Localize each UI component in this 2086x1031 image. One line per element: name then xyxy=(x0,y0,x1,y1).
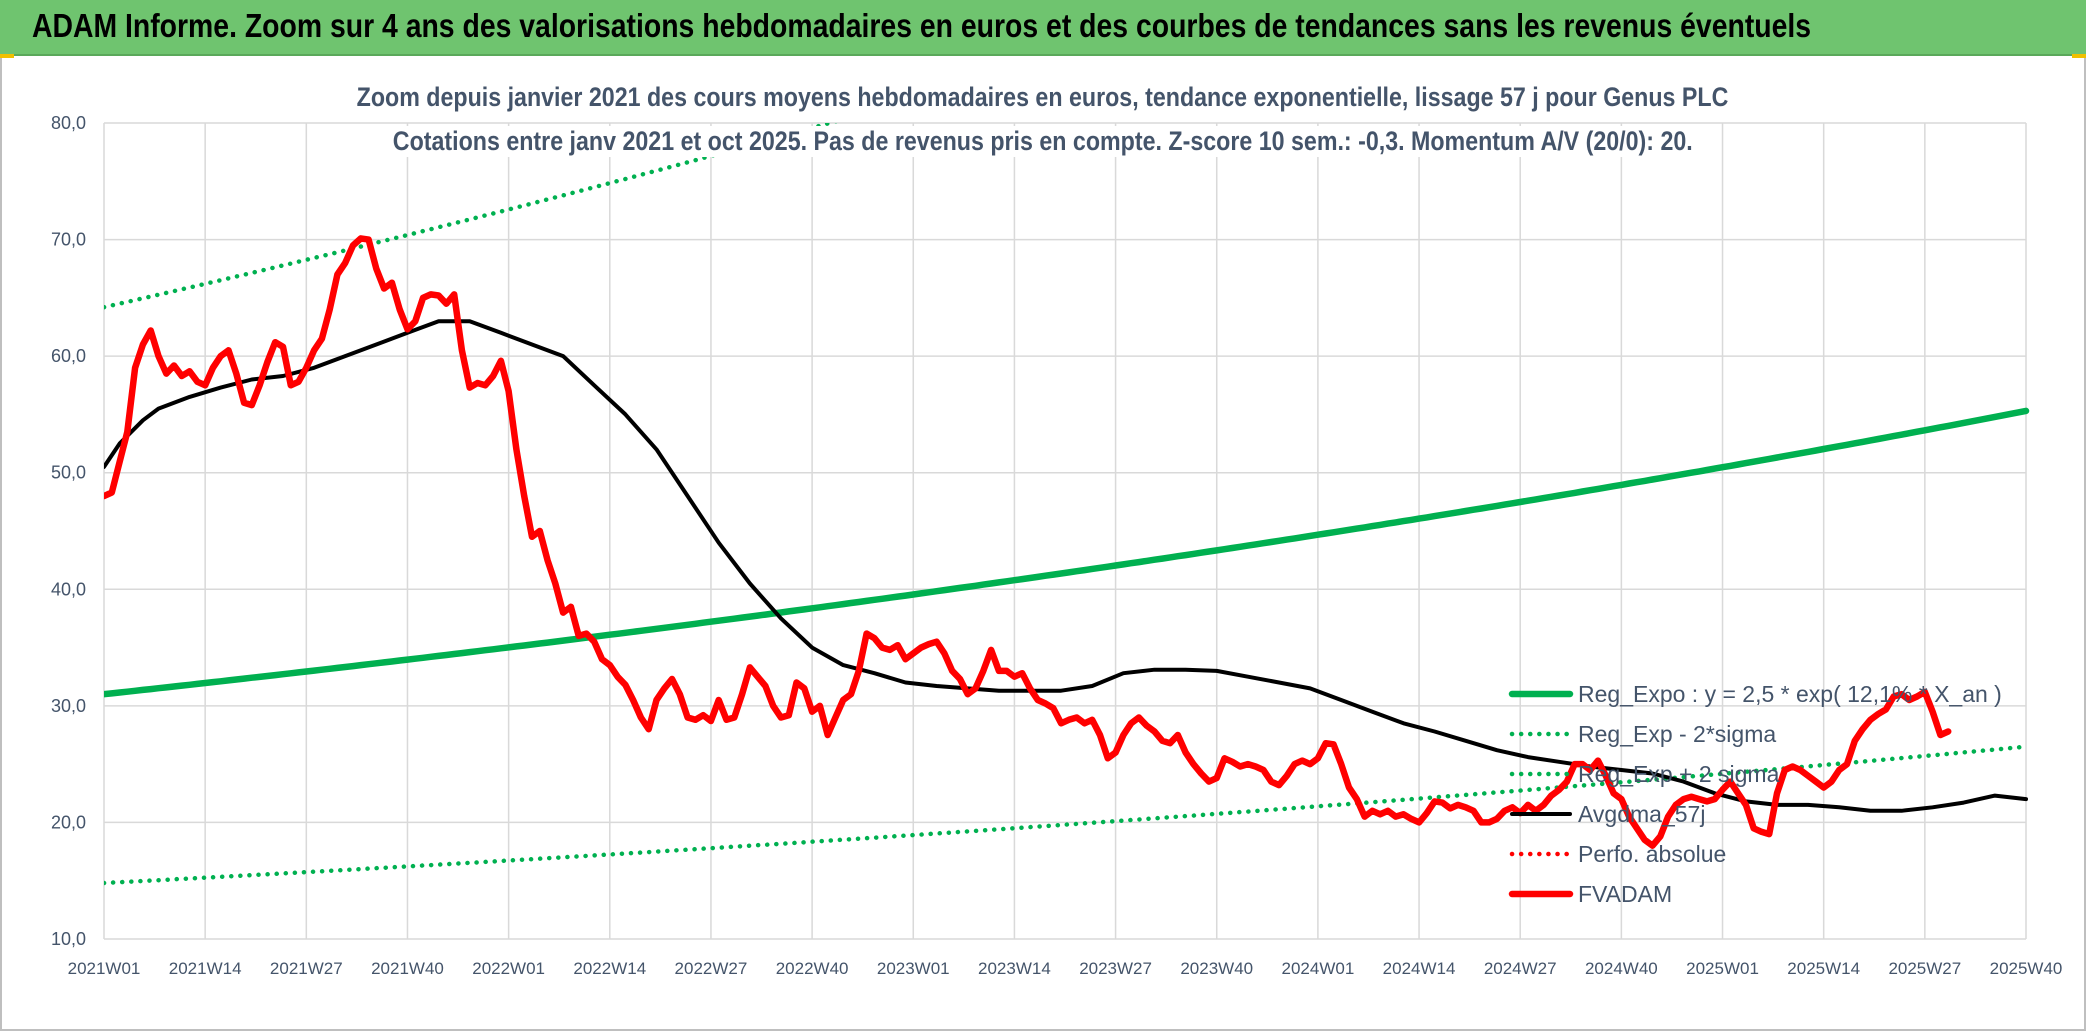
x-tick-label: 2021W01 xyxy=(68,959,141,978)
legend-label-fvadam: FVADAM xyxy=(1578,881,1672,907)
x-tick-label: 2022W14 xyxy=(573,959,646,978)
y-tick-label: 70,0 xyxy=(51,230,86,250)
legend-label-reg-expo: Reg_Expo : y = 2,5 * exp( 12,1% * X_an ) xyxy=(1578,681,2002,707)
banner-corner-left xyxy=(0,54,14,58)
report-banner: ADAM Informe. Zoom sur 4 ans des valoris… xyxy=(0,0,2086,56)
grid xyxy=(103,122,2027,940)
x-tick-label: 2022W40 xyxy=(776,959,849,978)
y-axis-tick-labels: 10,0 20,0 30,0 40,0 50,0 60,0 70,0 80,0 xyxy=(51,113,86,949)
x-tick-label: 2024W27 xyxy=(1484,959,1557,978)
y-tick-label: 30,0 xyxy=(51,696,86,716)
series-avgdma xyxy=(104,319,2028,813)
x-tick-label: 2023W40 xyxy=(1180,959,1253,978)
y-tick-label: 60,0 xyxy=(51,346,86,366)
y-tick-label: 50,0 xyxy=(51,463,86,483)
series-reg-expo xyxy=(104,407,2030,698)
x-tick-label: 2023W14 xyxy=(978,959,1051,978)
x-tick-label: 2023W01 xyxy=(877,959,950,978)
series-reg-exp-plus-2sigma xyxy=(104,123,838,310)
legend-label-avgdma: Avgdma_57j xyxy=(1578,801,1705,827)
x-tick-label: 2025W27 xyxy=(1888,959,1961,978)
x-tick-label: 2021W27 xyxy=(270,959,343,978)
x-axis-tick-labels: 2021W01 2021W14 2021W27 2021W40 2022W01 2022W… xyxy=(68,959,2063,978)
chart-subtitle: Cotations entre janv 2021 et oct 2025. P… xyxy=(0,126,2086,157)
x-tick-label: 2025W40 xyxy=(1990,959,2063,978)
y-tick-label: 10,0 xyxy=(51,929,86,949)
y-tick-label: 20,0 xyxy=(51,812,86,832)
legend-label-perfo-absolue: Perfo. absolue xyxy=(1578,841,1726,867)
y-tick-label: 40,0 xyxy=(51,579,86,599)
x-tick-label: 2021W14 xyxy=(169,959,242,978)
legend-label-reg-exp-plus-2sigma: Reg_Exp + 2 sigma xyxy=(1578,761,1780,787)
series-lines xyxy=(104,123,2030,886)
banner-corner-right xyxy=(2072,54,2086,58)
series-reg-exp-minus-2sigma xyxy=(104,744,2029,886)
x-tick-label: 2023W27 xyxy=(1079,959,1152,978)
x-tick-label: 2022W01 xyxy=(472,959,545,978)
series-fvadam xyxy=(104,235,1952,849)
x-tick-label: 2025W14 xyxy=(1787,959,1860,978)
chart-title: Zoom depuis janvier 2021 des cours moyen… xyxy=(0,82,2086,113)
legend: Reg_Expo : y = 2,5 * exp( 12,1% * X_an )… xyxy=(1508,681,2002,907)
x-tick-label: 2022W27 xyxy=(675,959,748,978)
legend-label-reg-exp-minus-2sigma: Reg_Exp - 2*sigma xyxy=(1578,721,1776,747)
report-banner-title: ADAM Informe. Zoom sur 4 ans des valoris… xyxy=(32,7,1812,44)
x-tick-label: 2024W40 xyxy=(1585,959,1658,978)
x-tick-label: 2025W01 xyxy=(1686,959,1759,978)
x-tick-label: 2024W14 xyxy=(1383,959,1456,978)
x-tick-label: 2021W40 xyxy=(371,959,444,978)
x-tick-label: 2024W01 xyxy=(1282,959,1355,978)
y-tick-label: 80,0 xyxy=(51,113,86,133)
